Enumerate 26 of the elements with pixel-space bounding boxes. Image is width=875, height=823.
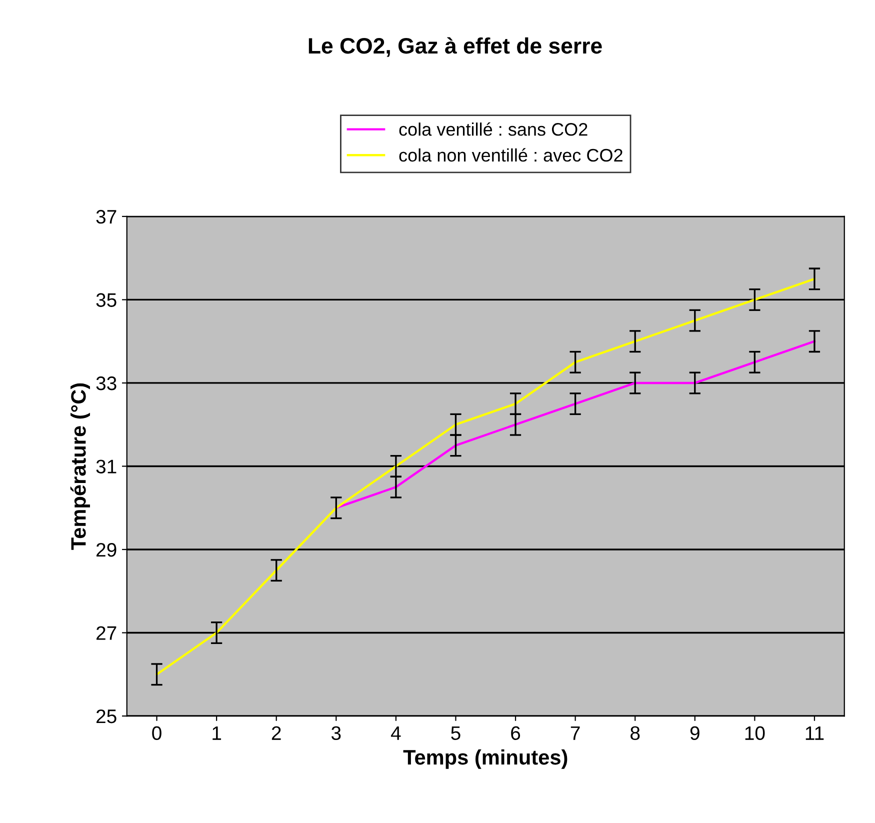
x-tick-label: 5	[451, 726, 460, 740]
legend-label: cola non ventillé : avec CO2	[399, 148, 622, 162]
y-tick-label: 25	[96, 709, 116, 724]
x-tick-label: 9	[690, 726, 700, 740]
y-tick-label: 27	[96, 626, 116, 640]
y-tick-label: 31	[96, 460, 116, 474]
x-tick-label: 3	[331, 726, 341, 740]
legend-label: cola ventillé : sans CO2	[399, 122, 588, 136]
x-tick-label: 4	[390, 726, 401, 740]
chart-title: Le CO2, Gaz à effet de serre	[308, 37, 602, 57]
x-tick-label: 8	[630, 726, 640, 740]
line-series	[335, 340, 816, 509]
x-tick-label: 11	[806, 726, 824, 740]
y-tick-label: 37	[96, 210, 116, 224]
x-tick-label: 2	[272, 726, 281, 740]
y-axis-title: Température (°C)	[70, 383, 90, 550]
y-tick-label: 35	[96, 293, 116, 307]
y-tick-label: 33	[96, 376, 116, 390]
x-tick-label: 6	[511, 726, 520, 740]
line-series	[156, 278, 816, 676]
x-tick-label: 10	[745, 726, 765, 740]
x-tick-label: 7	[570, 726, 580, 740]
y-tick-label: 29	[96, 542, 116, 557]
x-axis-title: Temps (minutes)	[403, 749, 568, 769]
x-tick-label: 0	[152, 726, 162, 740]
x-tick-label: 1	[212, 726, 222, 740]
